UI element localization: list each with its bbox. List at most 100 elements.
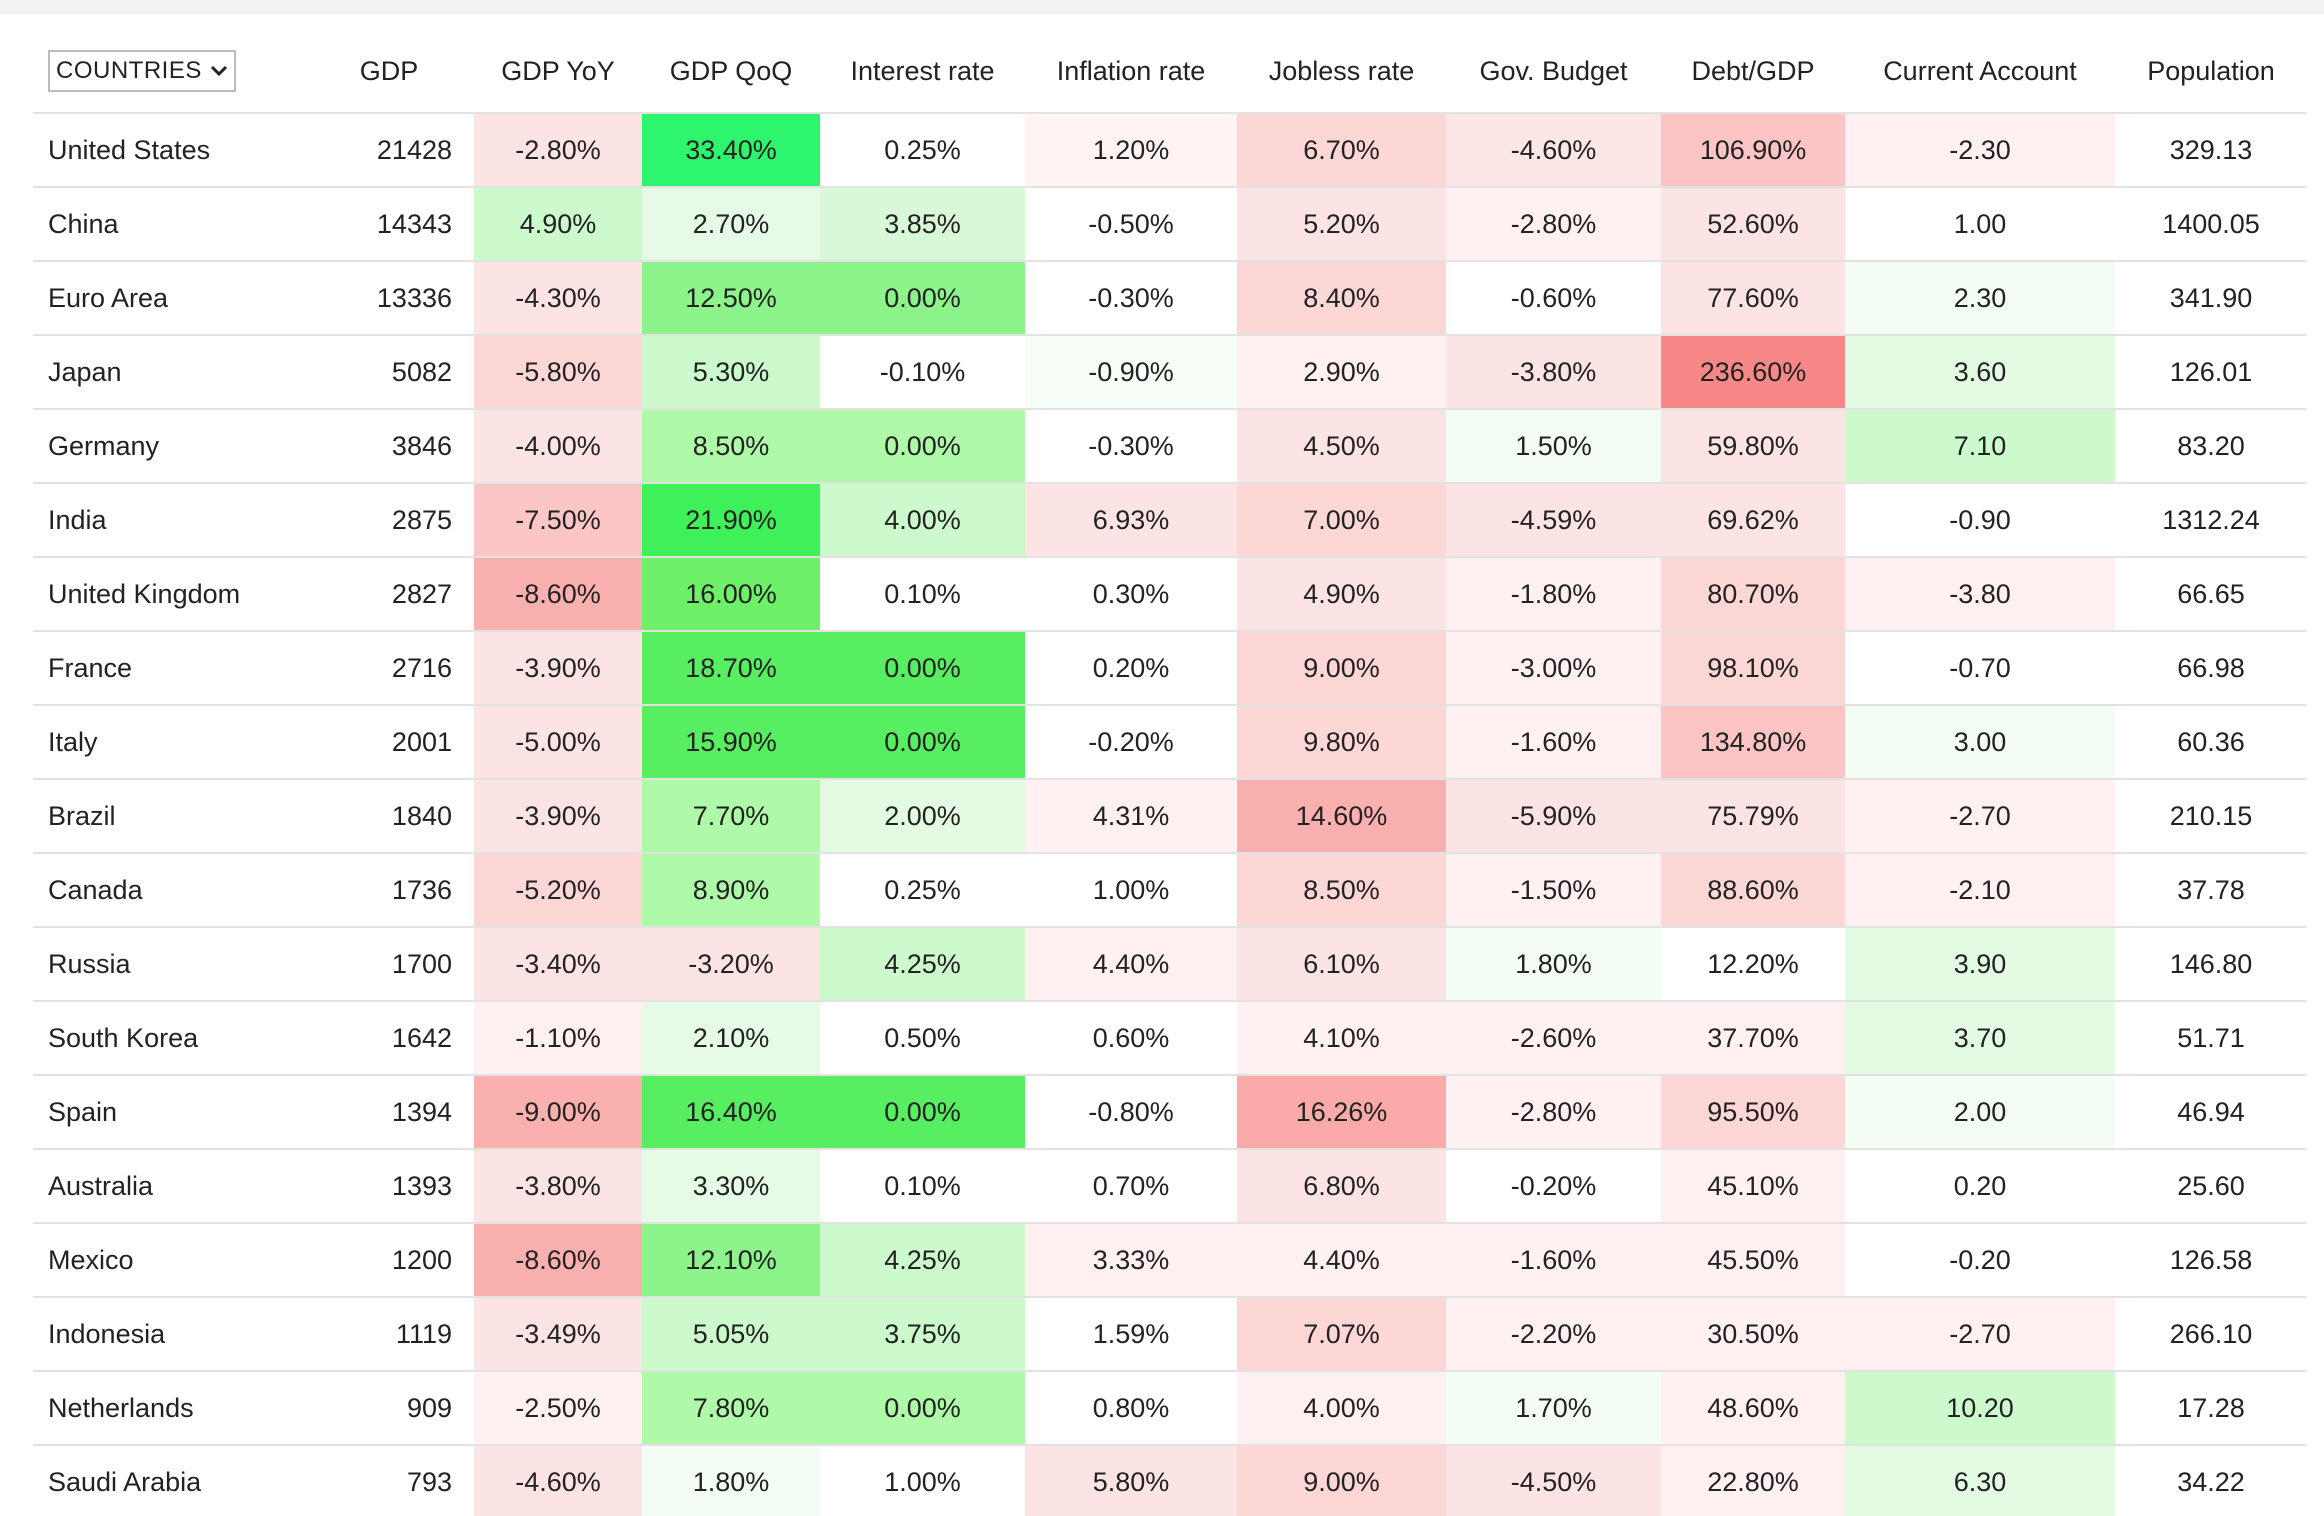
column-header[interactable]: Current Account [1883,55,2077,86]
value-cell: -5.00% [474,706,642,778]
value-cell: -5.90% [1446,780,1661,852]
value-cell: 18.70% [642,632,820,704]
countries-dropdown[interactable]: COUNTRIES [48,50,236,92]
value-cell: 52.60% [1661,188,1845,260]
value-cell: 210.15 [2115,780,2307,852]
country-name: South Korea [33,1002,304,1074]
value-cell: 14343 [304,188,474,260]
column-header[interactable]: Jobless rate [1268,55,1415,86]
country-name: Germany [33,410,304,482]
value-cell: -0.20% [1446,1150,1661,1222]
value-cell: 3.75% [820,1298,1025,1370]
country-row: Canada 1736 -5.20% 8.90% 0.25% 1.00% 8.50% -1.5… [33,854,2307,928]
value-cell: 2.00% [820,780,1025,852]
country-row: Germany 3846 -4.00% 8.50% 0.00% -0.30% 4.50% 1.… [33,410,2307,484]
column-header[interactable]: GDP [359,55,419,86]
value-cell: 60.36 [2115,706,2307,778]
value-cell: 1.50% [1446,410,1661,482]
value-cell: -4.60% [474,1446,642,1516]
value-cell: -9.00% [474,1076,642,1148]
value-cell: 14.60% [1237,780,1446,852]
value-cell: 17.28 [2115,1372,2307,1444]
country-name: Russia [33,928,304,1000]
value-cell: 7.10 [1845,410,2115,482]
value-cell: 2.70% [642,188,820,260]
value-cell: 6.10% [1237,928,1446,1000]
column-header[interactable]: Gov. Budget [1479,55,1628,86]
column-header[interactable]: Interest rate [850,55,995,86]
value-cell: 15.90% [642,706,820,778]
value-cell: -3.40% [474,928,642,1000]
value-cell: 7.07% [1237,1298,1446,1370]
country-name: India [33,484,304,556]
value-cell: 66.65 [2115,558,2307,630]
value-cell: 341.90 [2115,262,2307,334]
value-cell: 46.94 [2115,1076,2307,1148]
country-name: Australia [33,1150,304,1222]
country-row: Australia 1393 -3.80% 3.30% 0.10% 0.70% 6.80% -… [33,1150,2307,1224]
value-cell: 6.30 [1845,1446,2115,1516]
value-cell: 95.50% [1661,1076,1845,1148]
value-cell: 12.20% [1661,928,1845,1000]
value-cell: -0.70 [1845,632,2115,704]
country-name: France [33,632,304,704]
value-cell: 6.70% [1237,114,1446,186]
value-cell: 6.93% [1025,484,1237,556]
value-cell: -0.50% [1025,188,1237,260]
value-cell: 9.80% [1237,706,1446,778]
value-cell: 1.00% [820,1446,1025,1516]
value-cell: 0.20% [1025,632,1237,704]
value-cell: -4.50% [1446,1446,1661,1516]
value-cell: -3.80 [1845,558,2115,630]
value-cell: -2.10 [1845,854,2115,926]
value-cell: -8.60% [474,558,642,630]
value-cell: -3.49% [474,1298,642,1370]
value-cell: 4.90% [474,188,642,260]
value-cell: 5.05% [642,1298,820,1370]
country-row: France 2716 -3.90% 18.70% 0.00% 0.20% 9.00% -3.… [33,632,2307,706]
value-cell: 2.30 [1845,262,2115,334]
column-header[interactable]: Debt/GDP [1691,55,1815,86]
country-row: United States 21428 -2.80% 33.40% 0.25% 1.20%… [33,114,2307,188]
value-cell: 0.00% [820,410,1025,482]
value-cell: 3.60 [1845,336,2115,408]
value-cell: 1400.05 [2115,188,2307,260]
value-cell: 37.78 [2115,854,2307,926]
country-row: Japan 5082 -5.80% 5.30% -0.10% -0.90% 2.90% -3.… [33,336,2307,410]
value-cell: 0.30% [1025,558,1237,630]
column-header[interactable]: Population [2147,55,2275,86]
value-cell: 48.60% [1661,1372,1845,1444]
value-cell: 1393 [304,1150,474,1222]
value-cell: -1.10% [474,1002,642,1074]
value-cell: 1312.24 [2115,484,2307,556]
value-cell: 4.25% [820,1224,1025,1296]
country-name: Brazil [33,780,304,852]
value-cell: 329.13 [2115,114,2307,186]
country-name: Indonesia [33,1298,304,1370]
value-cell: 16.00% [642,558,820,630]
country-row: Netherlands 909 -2.50% 7.80% 0.00% 0.80% 4.00%… [33,1372,2307,1446]
value-cell: 3.90 [1845,928,2115,1000]
value-cell: 236.60% [1661,336,1845,408]
country-row: Italy 2001 -5.00% 15.90% 0.00% -0.20% 9.80% -1.… [33,706,2307,780]
column-header[interactable]: Inflation rate [1056,55,1206,86]
value-cell: 22.80% [1661,1446,1845,1516]
value-cell: -2.50% [474,1372,642,1444]
column-header[interactable]: GDP YoY [501,55,615,86]
value-cell: -1.60% [1446,1224,1661,1296]
value-cell: 2.90% [1237,336,1446,408]
value-cell: 59.80% [1661,410,1845,482]
value-cell: 106.90% [1661,114,1845,186]
value-cell: 7.00% [1237,484,1446,556]
value-cell: 12.50% [642,262,820,334]
value-cell: 9.00% [1237,1446,1446,1516]
value-cell: 5.80% [1025,1446,1237,1516]
value-cell: 0.50% [820,1002,1025,1074]
column-header[interactable]: GDP QoQ [669,55,793,86]
value-cell: 1.80% [642,1446,820,1516]
value-cell: -5.80% [474,336,642,408]
value-cell: 8.40% [1237,262,1446,334]
value-cell: 25.60 [2115,1150,2307,1222]
value-cell: 0.70% [1025,1150,1237,1222]
